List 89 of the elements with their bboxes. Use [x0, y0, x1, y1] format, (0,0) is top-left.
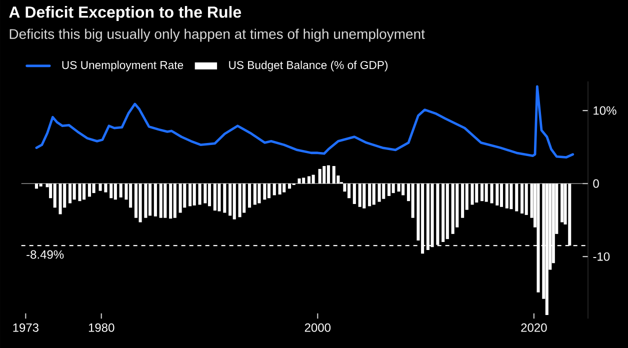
bar [312, 174, 315, 184]
bar [388, 184, 391, 196]
bar [318, 168, 322, 184]
bar [451, 184, 454, 234]
bar [114, 184, 117, 200]
bar [223, 184, 226, 213]
bar [560, 184, 564, 222]
bar [242, 184, 246, 213]
chart-title: A Deficit Exception to the Rule [9, 6, 242, 21]
bar [68, 184, 72, 204]
bar [411, 184, 414, 218]
bar [218, 184, 221, 212]
bar [104, 184, 108, 192]
bar [267, 184, 270, 198]
bar [442, 184, 445, 242]
bar [232, 184, 236, 220]
bar [192, 184, 196, 206]
bar [470, 184, 474, 205]
x-tick-label: 2000 [304, 323, 331, 332]
bar [228, 184, 232, 216]
bar [322, 166, 326, 184]
bar [272, 184, 276, 196]
bar [446, 184, 449, 240]
bar [362, 184, 366, 208]
bar [326, 165, 330, 184]
bar [510, 184, 513, 210]
bar [159, 184, 162, 218]
bar [154, 184, 157, 216]
bar [208, 184, 212, 206]
x-tick-label: 1980 [88, 323, 114, 332]
bar [368, 184, 372, 206]
bar [461, 184, 464, 218]
line-series [35, 85, 574, 158]
bar [39, 184, 42, 186]
bar [58, 184, 62, 214]
bar [119, 184, 122, 198]
bar [110, 184, 113, 198]
bar [397, 184, 400, 192]
legend-label: US Unemployment Rate [62, 60, 184, 72]
bar [392, 184, 395, 194]
bar [258, 184, 261, 204]
y-tick-label: -10 [593, 252, 610, 261]
bar [198, 184, 202, 205]
bar [372, 184, 376, 205]
bar [92, 184, 96, 194]
bar [382, 184, 386, 199]
bar [480, 184, 484, 202]
bar [288, 184, 292, 189]
bar [475, 184, 478, 203]
bar [520, 184, 524, 214]
bar [263, 184, 266, 200]
bar [524, 184, 528, 215]
bar [248, 184, 252, 208]
bar [278, 184, 282, 195]
y-tick-label: 10% [594, 106, 616, 115]
bar [347, 184, 351, 198]
bar [298, 178, 301, 184]
bar [53, 184, 56, 208]
bar [307, 176, 311, 184]
bar [238, 184, 242, 218]
bar [138, 184, 142, 222]
x-tick-label: 2020 [521, 323, 547, 332]
bar [500, 184, 504, 207]
bar [204, 184, 207, 204]
bar [302, 178, 306, 184]
bar [352, 184, 356, 204]
bar [358, 184, 362, 207]
bar [496, 184, 499, 206]
x-tick-label: 1973 [13, 323, 38, 332]
bar [188, 184, 192, 206]
bar [484, 184, 488, 202]
legend-label: US Budget Balance (% of GDP) [229, 60, 388, 72]
bar [332, 166, 336, 184]
bar [78, 184, 82, 202]
bar [515, 184, 518, 212]
bar [282, 184, 286, 192]
bar [98, 184, 102, 191]
bar [72, 184, 76, 200]
bar [490, 184, 494, 204]
bar [378, 184, 381, 202]
chart-subtitle: Deficits this big usually only happen at times of high unemployment [10, 28, 425, 42]
bar [144, 184, 148, 218]
bar [178, 184, 182, 213]
ref-line-label: -8.49% [26, 250, 64, 259]
bar [164, 184, 167, 218]
y-tick-label: 0 [593, 179, 599, 188]
bar [169, 184, 172, 219]
bar [173, 184, 176, 218]
bar [505, 184, 508, 208]
